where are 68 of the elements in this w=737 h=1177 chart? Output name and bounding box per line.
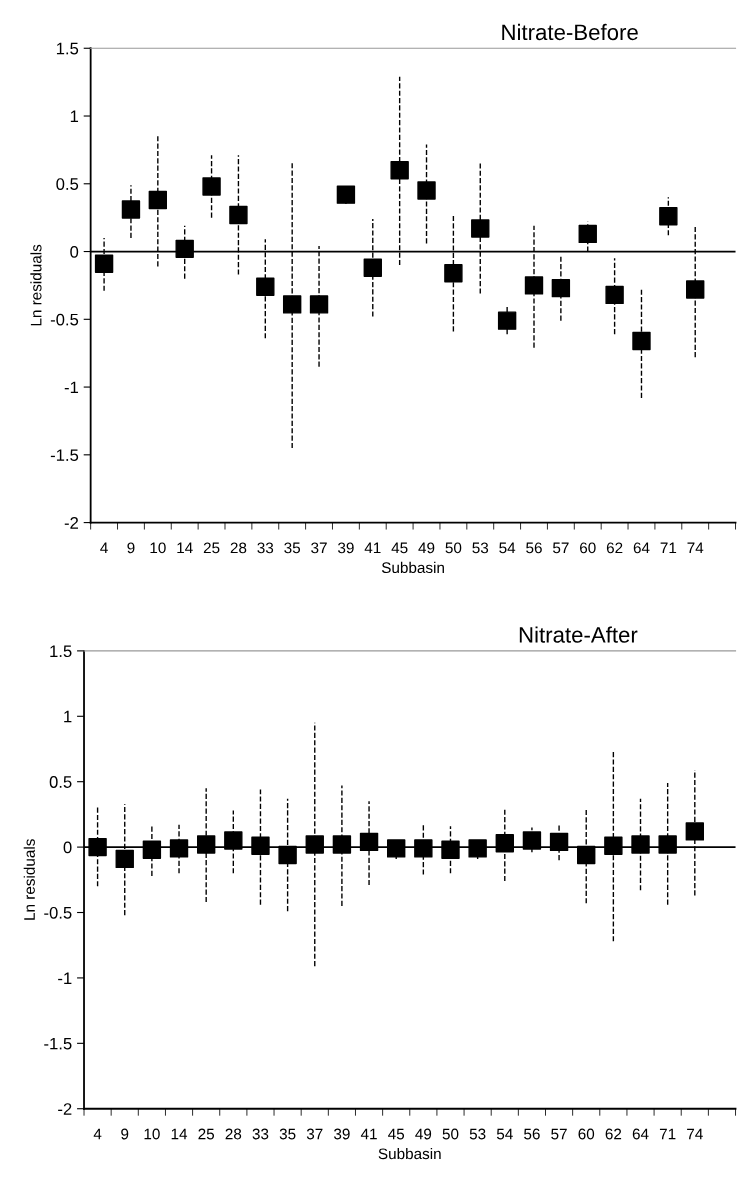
x-tick-label: 60 — [580, 542, 596, 554]
x-tick-label: 74 — [687, 1128, 703, 1140]
x-axis-title: Subbasin — [378, 1147, 441, 1160]
x-tick-label: 53 — [469, 1128, 486, 1140]
x-tick-label: 41 — [360, 1128, 377, 1140]
y-tick-label: -0.5 — [50, 313, 79, 326]
x-axis-title: Subbasin — [381, 561, 444, 574]
x-tick-label: 57 — [552, 542, 569, 554]
x-tick-label: 50 — [442, 1128, 459, 1140]
x-tick-label: 35 — [284, 542, 301, 554]
x-tick-label: 9 — [127, 542, 135, 554]
x-tick-label: 49 — [418, 542, 435, 554]
x-tick-label: 71 — [659, 1128, 676, 1140]
x-tick-label: 35 — [279, 1128, 296, 1140]
x-tick-label: 4 — [93, 1128, 102, 1140]
x-tick-label: 25 — [203, 542, 220, 554]
y-tick-label: -1 — [64, 381, 79, 394]
y-tick-label: 0 — [70, 245, 79, 258]
y-tick-label: -1.5 — [44, 1037, 72, 1050]
x-tick-label: 10 — [144, 1128, 160, 1140]
x-tick-label: 60 — [578, 1128, 595, 1140]
x-tick-label: 37 — [306, 1128, 323, 1140]
y-tick-label: -1.5 — [50, 449, 79, 462]
x-tick-label: 28 — [230, 542, 247, 554]
y-tick-label: -2 — [58, 1103, 72, 1115]
x-tick-label: 37 — [311, 542, 327, 554]
x-tick-label: 28 — [225, 1128, 242, 1140]
x-tick-label: 39 — [338, 542, 354, 554]
x-tick-label: 56 — [526, 542, 542, 554]
x-tick-label: 56 — [524, 1128, 540, 1140]
x-tick-label: 49 — [415, 1128, 432, 1140]
y-axis-title: Ln residuals — [30, 244, 42, 326]
y-tick-label: 1.5 — [50, 645, 72, 658]
y-tick-label: -0.5 — [44, 906, 72, 919]
y-tick-label: -2 — [64, 516, 79, 529]
x-tick-label: 64 — [632, 1128, 649, 1140]
x-tick-label: 54 — [499, 542, 516, 554]
x-tick-label: 41 — [364, 542, 381, 554]
x-tick-label: 33 — [257, 542, 274, 554]
x-tick-label: 62 — [605, 1128, 622, 1140]
x-tick-label: 33 — [252, 1128, 269, 1140]
y-tick-label: 1 — [70, 110, 79, 123]
x-tick-label: 25 — [198, 1128, 215, 1140]
y-tick-label: 0.5 — [56, 178, 79, 190]
x-tick-label: 62 — [606, 542, 623, 554]
x-tick-label: 54 — [496, 1128, 513, 1140]
x-tick-label: 4 — [100, 542, 108, 554]
x-tick-label: 45 — [391, 542, 408, 554]
y-tick-label: -1 — [58, 972, 72, 984]
y-tick-label: 0 — [63, 841, 72, 854]
x-tick-label: 14 — [177, 542, 193, 554]
x-tick-label: 14 — [171, 1128, 188, 1140]
chart-title: Nitrate-After — [519, 626, 638, 643]
x-tick-label: 71 — [660, 542, 677, 554]
x-tick-label: 57 — [551, 1128, 567, 1140]
y-tick-label: 1.5 — [56, 42, 79, 55]
y-axis-title: Ln residuals — [23, 839, 35, 920]
x-tick-label: 9 — [121, 1128, 129, 1140]
x-tick-label: 45 — [388, 1128, 405, 1140]
y-tick-label: 1 — [64, 710, 72, 723]
x-tick-label: 10 — [150, 542, 166, 554]
x-tick-label: 39 — [333, 1128, 350, 1140]
x-tick-label: 64 — [633, 542, 650, 554]
y-tick-label: 0.5 — [49, 776, 72, 788]
x-tick-label: 50 — [445, 542, 462, 554]
x-tick-label: 53 — [472, 542, 489, 554]
chart-title: Nitrate-Before — [502, 23, 638, 41]
x-tick-label: 74 — [687, 542, 704, 554]
